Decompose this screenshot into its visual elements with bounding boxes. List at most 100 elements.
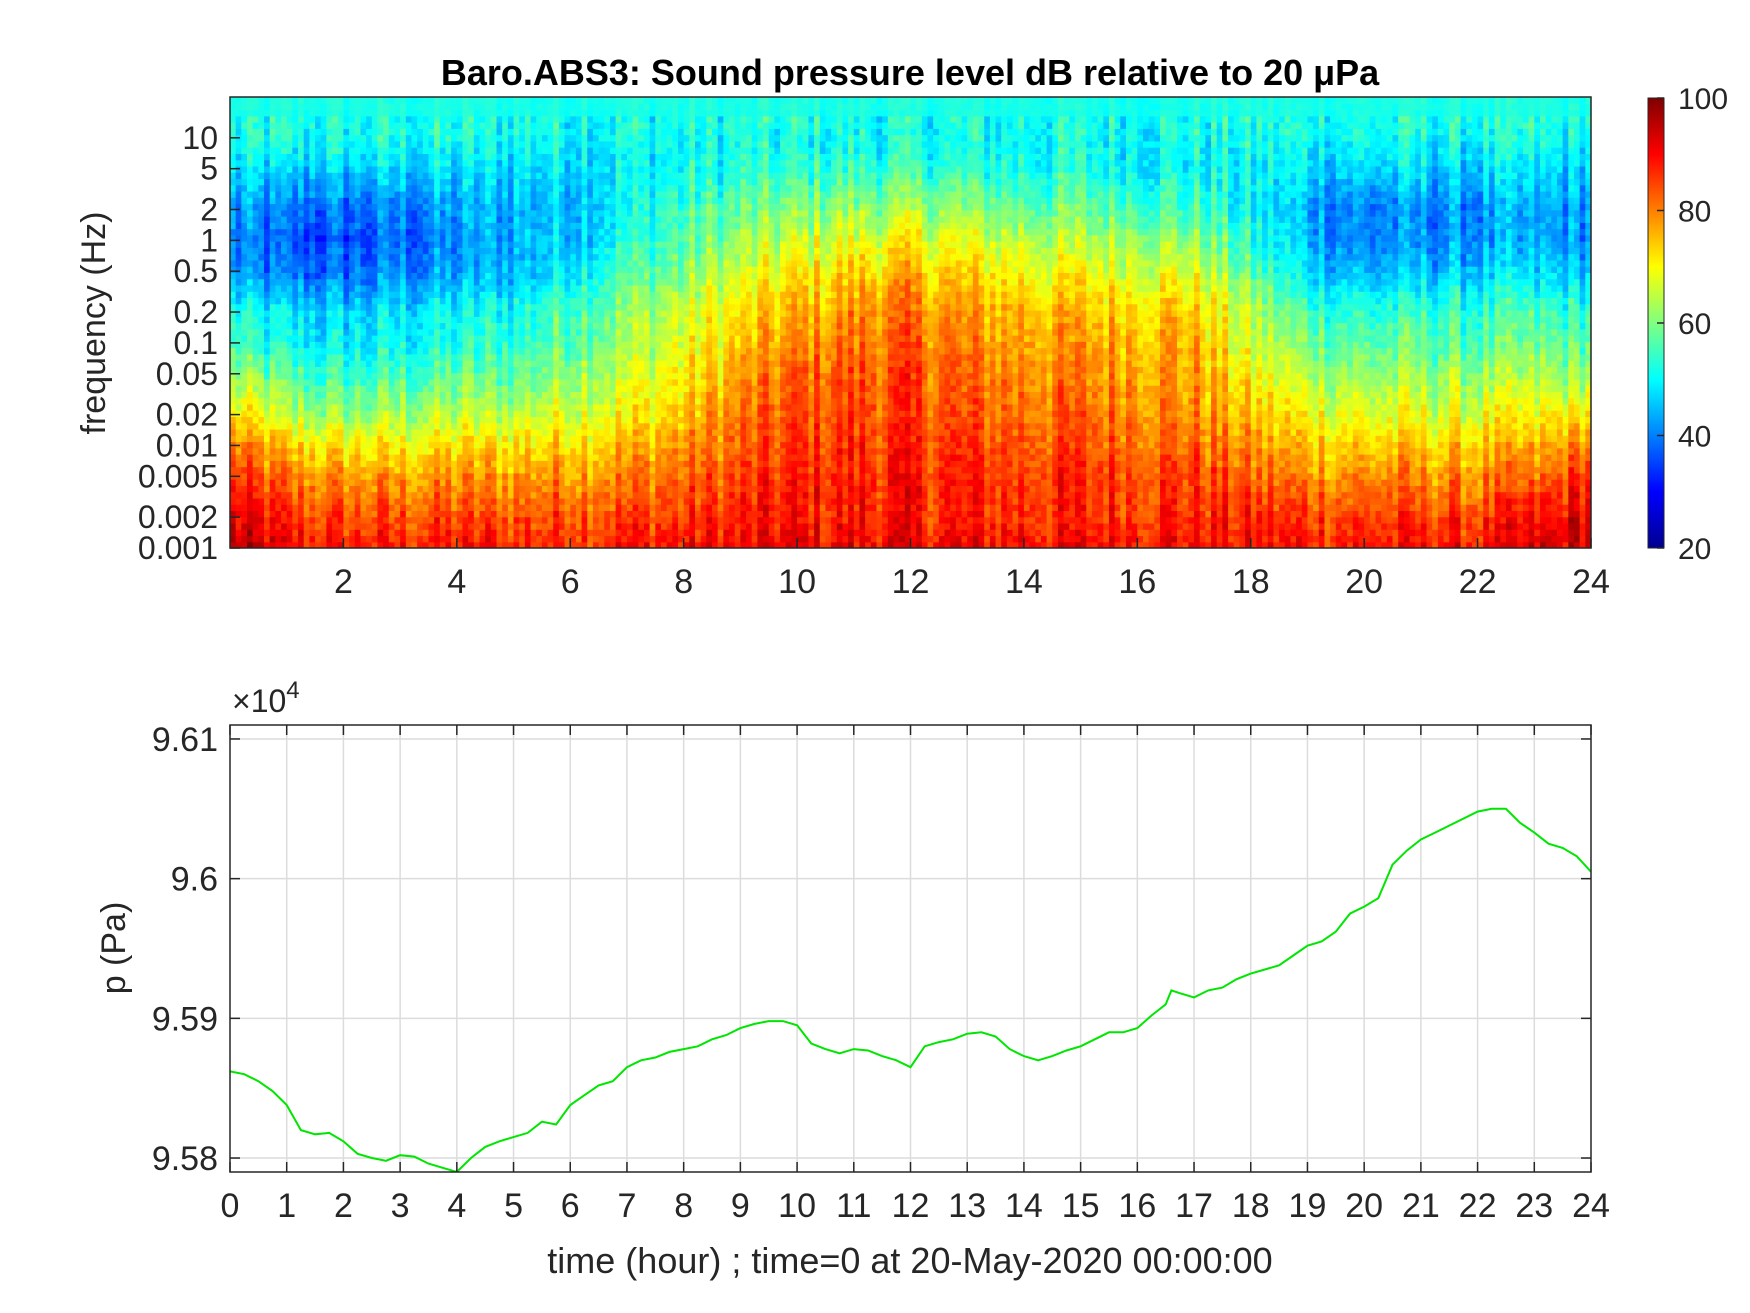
spectrogram-cell	[258, 347, 265, 355]
spectrogram-cell	[570, 165, 577, 173]
spectrogram-cell	[541, 454, 549, 461]
spectrogram-cell	[570, 178, 577, 186]
spectrogram-cell	[524, 209, 532, 217]
spectrogram-cell	[468, 190, 475, 198]
spectrogram-cell	[405, 159, 413, 167]
spectrogram-cell	[377, 278, 384, 286]
spectrogram-cell	[258, 222, 265, 230]
spectrogram-cell	[354, 335, 362, 342]
spectrogram-cell	[252, 128, 259, 136]
spectrogram-cell	[332, 372, 339, 380]
spectrogram-cell	[519, 428, 526, 436]
spectrogram-cell	[275, 372, 282, 380]
spectrogram-cell	[513, 447, 520, 455]
spectrogram-cell	[604, 397, 611, 405]
spectrogram-cell	[320, 366, 327, 374]
spectrogram-cell	[298, 122, 305, 129]
spectrogram-cell	[252, 266, 259, 273]
spectrogram-cell	[592, 278, 600, 286]
spectrogram-cell	[609, 428, 617, 436]
spectrogram-cell	[490, 504, 498, 512]
spectrogram-cell	[609, 491, 617, 499]
spectrogram-cell	[371, 128, 379, 136]
spectrogram-cell	[541, 466, 549, 474]
spectrogram-cell	[326, 278, 333, 286]
spectrogram-cell	[349, 159, 356, 167]
spectrogram-cell	[541, 441, 549, 449]
spectrogram-cell	[343, 347, 350, 355]
spectrogram-cell	[519, 241, 526, 248]
spectrogram-cell	[303, 297, 310, 305]
spectrogram-cell	[417, 203, 424, 211]
spectrogram-cell	[264, 303, 271, 311]
spectrogram-cell	[502, 190, 509, 198]
spectrogram-cell	[530, 447, 537, 455]
spectrogram-cell	[264, 466, 271, 474]
spectrogram-cell	[451, 303, 458, 311]
spectrogram-cell	[519, 353, 526, 361]
spectrogram-cell	[241, 159, 248, 167]
spectrogram-cell	[530, 165, 537, 173]
spectrogram-cell	[258, 247, 265, 255]
spectrogram-cell	[252, 497, 259, 505]
spectrogram-cell	[428, 428, 435, 436]
spectrogram-cell	[485, 147, 492, 154]
spectrogram-cell	[337, 216, 345, 223]
spectrogram-cell	[490, 278, 498, 286]
spectrogram-cell	[496, 309, 503, 317]
spectrogram-cell	[264, 441, 271, 449]
spectrogram-cell	[434, 485, 441, 493]
spectrogram-cell	[383, 391, 390, 399]
spectrogram-cell	[320, 479, 327, 486]
spectrogram-cell	[394, 190, 401, 198]
spectrogram-cell	[320, 522, 327, 530]
spectrogram-cell	[496, 278, 503, 286]
spectrogram-cell	[473, 403, 481, 411]
spectrogram-cell	[604, 466, 611, 474]
spectrogram-cell	[592, 529, 600, 537]
spectrogram-cell	[292, 516, 299, 524]
spectrogram-cell	[609, 541, 617, 548]
spectrogram-cell	[417, 259, 424, 267]
spectrogram-cell	[621, 485, 628, 493]
spectrogram-cell	[462, 529, 469, 537]
spectrogram-cell	[575, 303, 583, 311]
spectrogram-cell	[445, 172, 452, 180]
spectrogram-cell	[241, 497, 248, 505]
spectrogram-cell	[349, 291, 356, 299]
spectrogram-cell	[604, 190, 611, 198]
spectrogram-cell	[541, 516, 549, 524]
spectrogram-cell	[485, 385, 492, 392]
spectrogram-cell	[428, 272, 435, 280]
spectrogram-cell	[462, 216, 469, 223]
spectrogram-cell	[247, 322, 254, 330]
spectrogram-cell	[587, 253, 594, 261]
spectrogram-cell	[258, 385, 265, 392]
spectrogram-cell	[377, 335, 384, 342]
spectrogram-cell	[360, 234, 367, 242]
spectrogram-cell	[536, 335, 543, 342]
spectrogram-cell	[519, 259, 526, 267]
spectrogram-cell	[326, 460, 333, 468]
spectrogram-cell	[547, 541, 554, 548]
spectrogram-cell	[281, 510, 288, 518]
spectrogram-cell	[394, 128, 401, 136]
spectrogram-cell	[320, 241, 327, 248]
spectrogram-cell	[456, 115, 464, 123]
spectrogram-cell	[553, 466, 560, 474]
spectrogram-cell	[513, 328, 520, 336]
spectrogram-cell	[354, 485, 362, 493]
spectrogram-cell	[502, 284, 509, 292]
spectrogram-cell	[558, 165, 566, 173]
spectrogram-cell	[473, 109, 481, 117]
spectrogram-cell	[536, 103, 543, 111]
spectrogram-cell	[558, 284, 566, 292]
spectrogram-cell	[428, 190, 435, 198]
spectrogram-cell	[502, 228, 509, 236]
spectrogram-cell	[332, 510, 339, 518]
spectrogram-cell	[507, 529, 515, 537]
spectrogram-cell	[230, 234, 237, 242]
spectrogram-cell	[462, 454, 469, 461]
spectrogram-cell	[502, 422, 509, 430]
spectrogram-cell	[258, 454, 265, 461]
